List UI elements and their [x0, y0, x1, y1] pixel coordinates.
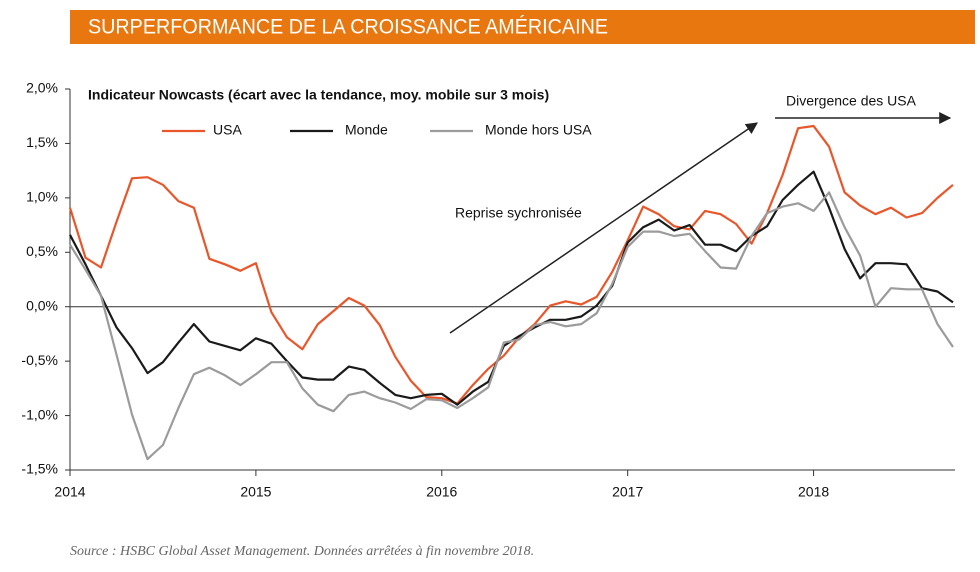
y-tick-label: 0,5%	[26, 243, 58, 259]
annotation: Divergence des USA	[786, 93, 917, 109]
annotation: Reprise sychronisée	[455, 205, 582, 221]
legend-label: USA	[213, 122, 242, 138]
y-tick-label: 0,0%	[26, 297, 58, 313]
x-tick-label: 2018	[798, 484, 829, 500]
legend-label: Monde hors USA	[485, 122, 592, 138]
chart-title: SURPERFORMANCE DE LA CROISSANCE AMÉRICAI…	[88, 16, 608, 39]
series-line	[69, 191, 954, 461]
y-tick-label: 1,5%	[26, 134, 58, 150]
legend-label: Monde	[345, 122, 388, 138]
x-tick-label: 2015	[240, 484, 271, 500]
y-tick-label: 1,0%	[26, 189, 58, 205]
y-tick-label: 2,0%	[26, 80, 58, 96]
y-tick-label: -1,0%	[21, 406, 58, 422]
y-tick-label: -1,5%	[21, 461, 58, 477]
series-line	[68, 124, 954, 405]
source: Source : HSBC Global Asset Management. D…	[70, 544, 534, 559]
x-tick-label: 2017	[612, 484, 643, 500]
arrow	[449, 122, 758, 334]
x-tick-label: 2016	[426, 484, 457, 500]
y-tick-label: -0,5%	[21, 352, 58, 368]
x-tick-label: 2014	[54, 484, 85, 500]
chart-subtitle: Indicateur Nowcasts (écart avec la tenda…	[88, 87, 549, 103]
title-bar	[70, 10, 975, 44]
